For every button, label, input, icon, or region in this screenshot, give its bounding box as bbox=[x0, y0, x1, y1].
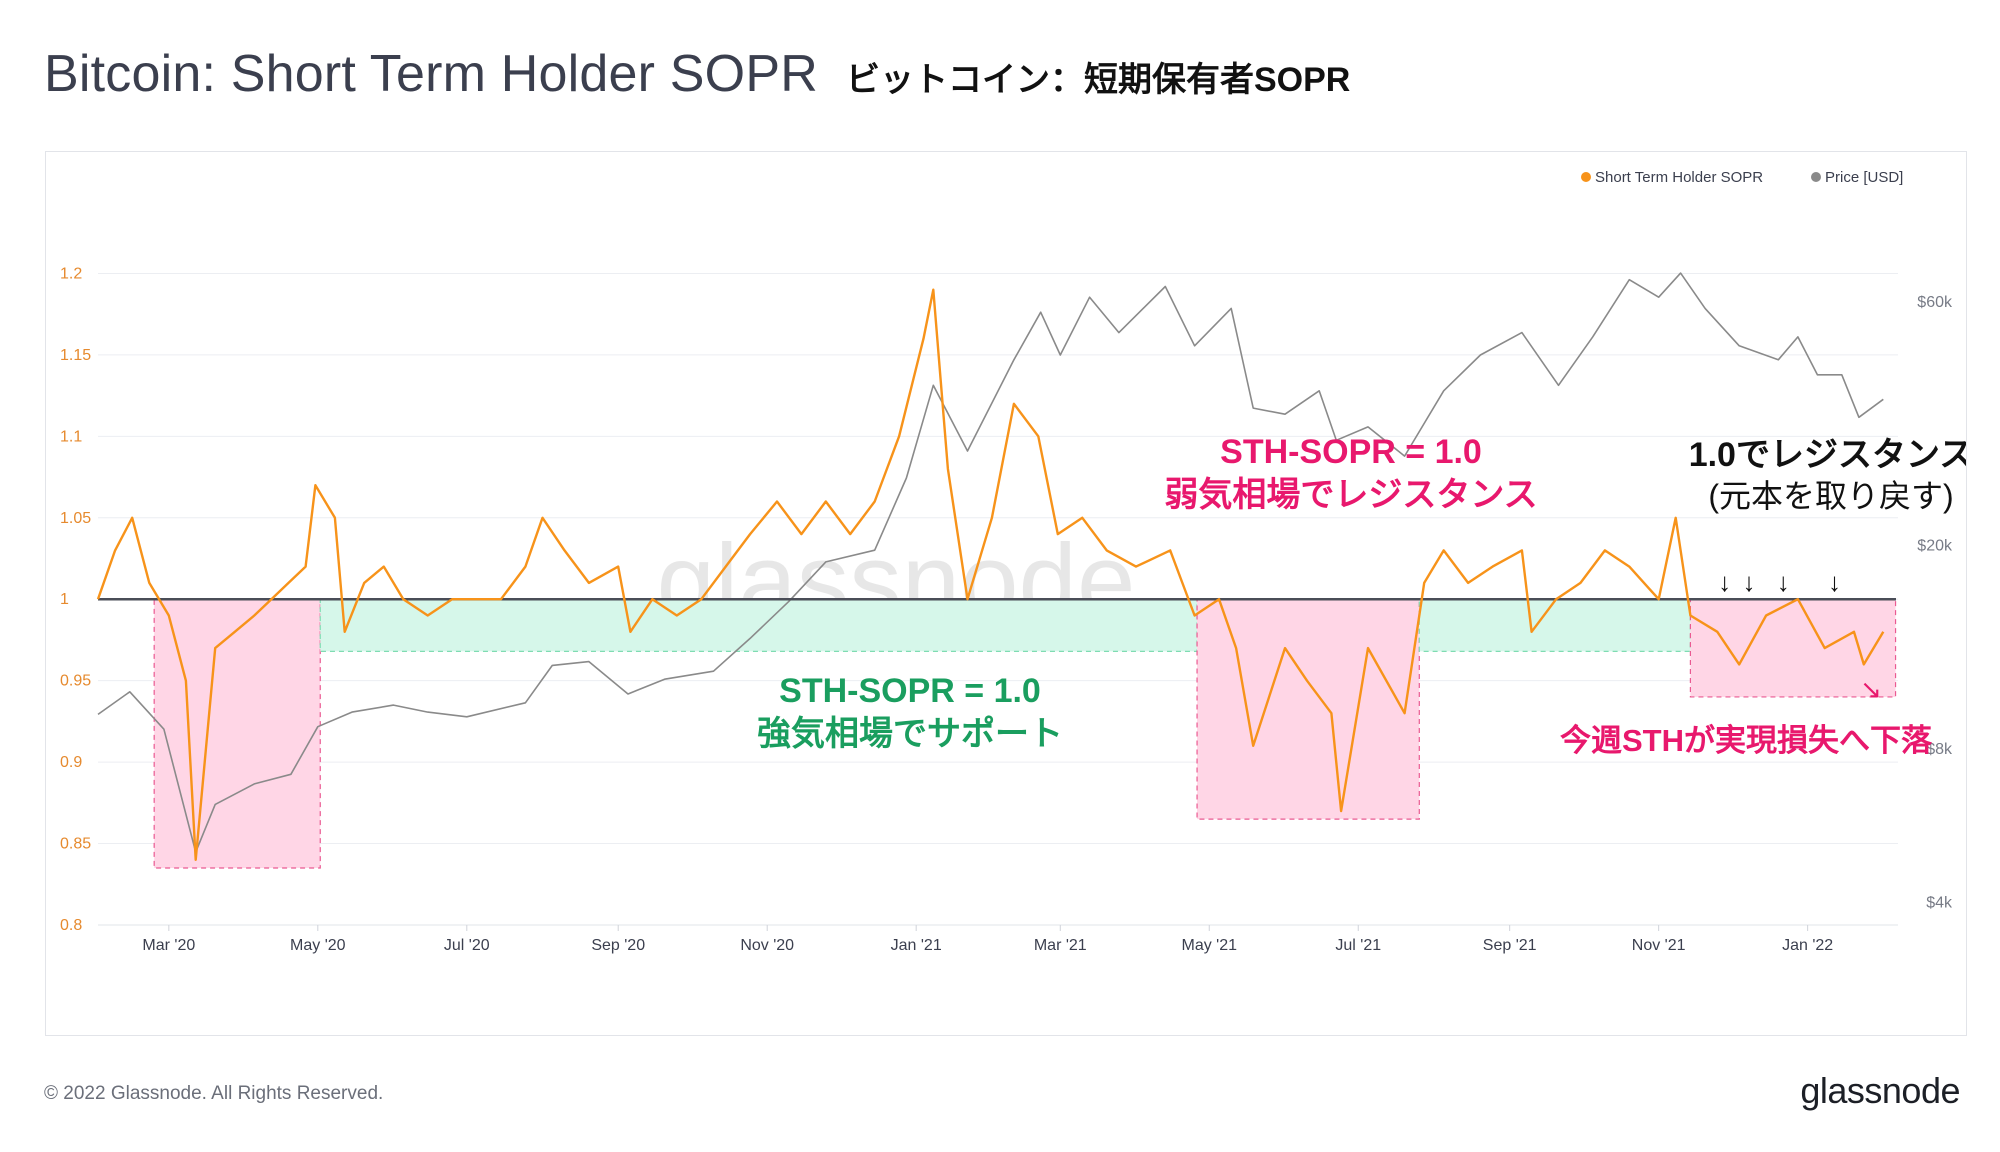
y-left-tick-label: 0.8 bbox=[60, 917, 82, 934]
annotation-bull-support-line1: STH-SOPR = 1.0 bbox=[779, 672, 1041, 710]
annotation-down-right-arrow: ↘ bbox=[1860, 674, 1882, 704]
page-title: Bitcoin: Short Term Holder SOPR bbox=[44, 45, 818, 103]
y-right-tick-label: $4k bbox=[1926, 895, 1953, 912]
sopr-series bbox=[96, 288, 1885, 861]
title-row: Bitcoin: Short Term Holder SOPR ビットコイン：短… bbox=[44, 44, 1350, 114]
annotation-bull-support-line2: 強気相場でサポート bbox=[757, 714, 1063, 753]
footer-logo: glassnode bbox=[1800, 1070, 1960, 1111]
y-right-tick-label: $8k bbox=[1926, 741, 1953, 758]
y-left-tick-label: 1.1 bbox=[60, 428, 82, 445]
x-tick-label: May '20 bbox=[290, 937, 346, 954]
annotation-this-week: 今週STHが実現損失へ下落 bbox=[1560, 723, 1933, 758]
down-arrow: ↓ bbox=[1718, 567, 1731, 597]
annotation-recent-resistance-line1: 1.0でレジスタンス bbox=[1689, 436, 1966, 474]
y-left-tick-label: 0.95 bbox=[60, 673, 91, 690]
sopr-chart: glassnode 0.80.850.90.9511.051.11.151.2 … bbox=[60, 169, 1966, 954]
y-right-tick-label: $20k bbox=[1917, 538, 1953, 555]
price-series bbox=[97, 272, 1884, 853]
y-left-tick-label: 0.9 bbox=[60, 754, 82, 771]
y-axis-right: $4k $8k $20k $60k bbox=[1917, 294, 1953, 912]
footer-copyright: © 2022 Glassnode. All Rights Reserved. bbox=[44, 1083, 384, 1104]
bear-zone bbox=[153, 598, 321, 869]
legend-sopr-label: Short Term Holder SOPR bbox=[1595, 169, 1763, 186]
y-left-tick-label: 1.15 bbox=[60, 347, 91, 364]
legend-price-marker bbox=[1811, 172, 1821, 182]
x-tick-label: Mar '20 bbox=[142, 937, 195, 954]
y-left-tick-label: 0.85 bbox=[60, 836, 91, 853]
legend-sopr-marker bbox=[1581, 172, 1591, 182]
annotation-recent-resistance-line2: (元本を取り戻す) bbox=[1708, 478, 1953, 514]
x-tick-label: May '21 bbox=[1181, 937, 1237, 954]
chart-panel: glassnode 0.8 0.85 0.9 0.95 1 1.05 1.1 1.15 1.2 … bbox=[45, 151, 1967, 1036]
x-tick-label: Sep '21 bbox=[1483, 937, 1537, 954]
y-left-tick-label: 1.05 bbox=[60, 510, 91, 527]
x-tick-label: Sep '20 bbox=[591, 937, 645, 954]
x-tick-label: Jan '22 bbox=[1782, 937, 1833, 954]
sopr-line bbox=[96, 288, 1885, 861]
y-axis-left: 0.8 0.85 0.9 0.95 1 1.05 1.1 1.15 1.2 bbox=[60, 265, 91, 934]
down-arrow: ↓ bbox=[1828, 567, 1841, 597]
y-right-tick-label: $60k bbox=[1917, 294, 1953, 311]
y-left-tick-label: 1.2 bbox=[60, 265, 82, 282]
x-tick-label: Mar '21 bbox=[1034, 937, 1087, 954]
down-arrow: ↓ bbox=[1743, 567, 1756, 597]
y-left-tick-label: 1 bbox=[60, 591, 69, 608]
x-tick-label: Nov '20 bbox=[740, 937, 794, 954]
x-tick-label: Nov '21 bbox=[1632, 937, 1686, 954]
x-tick-label: Jul '21 bbox=[1335, 937, 1381, 954]
bear-zone bbox=[1689, 598, 1897, 698]
annotations: STH-SOPR = 1.0 弱気相場でレジスタンス STH-SOPR = 1.… bbox=[757, 433, 1966, 758]
annotation-bear-resistance-line2: 弱気相場でレジスタンス bbox=[1164, 476, 1537, 514]
x-axis: Mar '20 May '20 Jul '20 Sep '20 Nov '20 Jan '… bbox=[98, 924, 1898, 954]
bull-zone bbox=[1418, 598, 1692, 652]
x-tick-label: Jul '20 bbox=[444, 937, 490, 954]
resistance-arrows: ↓ ↓ ↓ ↓ bbox=[1718, 567, 1841, 597]
legend: Short Term Holder SOPR Price [USD] bbox=[1581, 169, 1903, 186]
down-arrow: ↓ bbox=[1777, 567, 1790, 597]
legend-price-label: Price [USD] bbox=[1825, 169, 1903, 186]
zones bbox=[153, 598, 1897, 869]
page-subtitle-jp: ビットコイン：短期保有者SOPR bbox=[845, 61, 1351, 99]
bear-zone bbox=[1196, 598, 1420, 820]
annotation-bear-resistance-line1: STH-SOPR = 1.0 bbox=[1220, 433, 1482, 471]
price-line bbox=[97, 272, 1884, 853]
x-tick-label: Jan '21 bbox=[891, 937, 942, 954]
bull-zone bbox=[319, 598, 1198, 652]
